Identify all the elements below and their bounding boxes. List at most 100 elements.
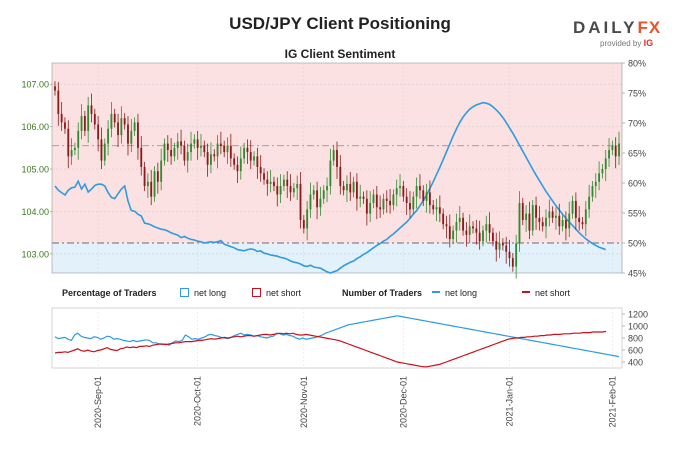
date-tick-label: 2020-Sep-01 (93, 376, 103, 428)
candle-body (73, 147, 76, 150)
main-panel-frame (51, 62, 623, 274)
candle-body (306, 209, 309, 229)
candle-body (568, 213, 571, 229)
count-tick-label: 400 (628, 358, 643, 368)
candle-body (292, 188, 295, 193)
date-tick-label: 2020-Dec-01 (398, 376, 408, 428)
brand-fx: FX (637, 18, 662, 37)
candle-body (362, 196, 365, 199)
candle-body (233, 158, 236, 165)
candle-body (83, 116, 86, 131)
candle-body (389, 200, 391, 206)
candle-body (57, 90, 60, 114)
candle-body (269, 181, 272, 184)
candle-body (538, 217, 541, 223)
candle-body (382, 198, 385, 210)
candle-body (412, 196, 415, 210)
candle-body (475, 228, 478, 233)
candle-body (392, 194, 395, 206)
candle-body (107, 128, 109, 144)
count-tick-label: 1000 (628, 322, 648, 332)
legend-num-short-label: net short (535, 288, 571, 298)
candle-body (266, 179, 269, 184)
candle-body (243, 147, 246, 159)
candle-body (574, 200, 577, 218)
candle-body (296, 183, 299, 189)
candle-body (170, 149, 173, 157)
candle-body (372, 194, 375, 203)
candle-body (409, 203, 411, 210)
candle-body (263, 173, 265, 180)
net-long-pct-line (54, 101, 606, 274)
candle-body (246, 147, 249, 153)
candle-body (501, 243, 504, 246)
candle-body (442, 213, 445, 225)
candle-body (482, 230, 484, 242)
candle-body (346, 183, 348, 191)
candle-body (521, 203, 524, 220)
candle-body (127, 124, 129, 144)
candle-body (465, 230, 468, 235)
candle-body (329, 160, 332, 187)
candle-body (180, 141, 182, 146)
candle-body (143, 166, 146, 187)
candle-body (259, 166, 262, 174)
price-tick-label: 106.00 (21, 122, 49, 132)
candle-body (173, 147, 176, 157)
legend-num-title: Number of Traders (342, 288, 423, 298)
date-tick-label: 2020-Oct-01 (193, 376, 203, 426)
candle-body (289, 186, 292, 193)
net-long-count-line (54, 315, 620, 358)
candle-body (435, 207, 438, 210)
candle-body (229, 145, 232, 159)
candle-body (80, 116, 83, 131)
candle-body (332, 149, 335, 161)
candle-body (455, 222, 458, 231)
candle-body (70, 149, 73, 157)
candle-body (352, 181, 355, 193)
candle-body (67, 128, 70, 157)
candle-body (87, 105, 90, 131)
candle-body (97, 124, 100, 140)
candle-body (369, 203, 372, 214)
candle-body (548, 211, 551, 218)
candle-body (515, 243, 518, 267)
legend-num-long-swatch (432, 291, 440, 293)
candle-body (528, 213, 531, 231)
legend-pct-long-swatch (180, 288, 189, 297)
pct-tick-label: 50% (628, 239, 646, 249)
candle-body (64, 122, 66, 129)
candle-body (273, 181, 275, 187)
candle-body (163, 143, 166, 161)
candle-body (419, 186, 421, 191)
price-tick-label: 107.00 (21, 80, 49, 90)
candle-body (385, 198, 388, 201)
candle-body (415, 186, 418, 197)
candle-body (432, 205, 435, 210)
candle-body (478, 232, 481, 242)
candle-body (117, 122, 119, 136)
candle-body (103, 143, 106, 161)
candle-body (326, 186, 328, 191)
candle-body (153, 171, 156, 197)
candle-body (472, 226, 474, 229)
candle-body (342, 186, 345, 191)
candle-body (614, 145, 617, 157)
candle-body (425, 192, 428, 201)
chart-title: USD/JPY Client Positioning (229, 14, 451, 33)
net-short-count-line (54, 330, 607, 368)
candle-body (488, 224, 491, 233)
legend-pct-short-swatch (252, 288, 261, 297)
count-tick-label: 800 (628, 334, 643, 344)
candle-body (226, 145, 229, 153)
candle-body (123, 118, 126, 125)
candle-body (283, 179, 285, 187)
candle-body (458, 217, 461, 223)
provided-by-text: provided by (600, 39, 642, 48)
lower-panel-frame (51, 307, 623, 369)
candle-body (578, 217, 581, 223)
candle-body (279, 186, 282, 195)
pct-tick-label: 60% (628, 179, 646, 189)
price-tick-label: 105.00 (21, 165, 49, 175)
candle-body (190, 143, 192, 153)
